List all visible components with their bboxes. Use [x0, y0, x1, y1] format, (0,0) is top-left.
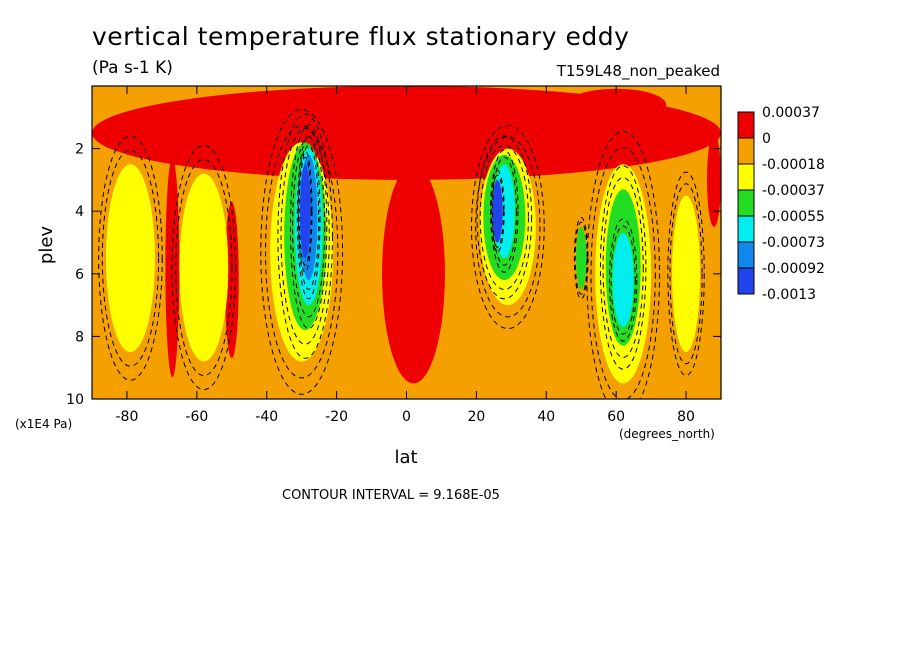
- colorbar-label-0: 0.00037: [762, 105, 820, 121]
- colorbar: 0.00037 0 -0.00018 -0.00037 -0.00055 -0.00073…: [737, 105, 825, 303]
- field-region-8: [672, 195, 701, 353]
- x-axis-label: lat: [394, 447, 417, 468]
- colorbar-swatch-1: [737, 137, 755, 165]
- field-region-14: [575, 226, 587, 290]
- x-tick-label-7: 60: [607, 409, 625, 425]
- contour-11-1: [586, 130, 660, 399]
- y-tick-label-2: 6: [75, 267, 84, 283]
- contour-14-1: [667, 171, 705, 377]
- contour-13-1: [609, 218, 638, 342]
- contour-11-0: [590, 147, 656, 399]
- field-region-20: [492, 179, 503, 243]
- top-band-2: [426, 94, 527, 115]
- top-band-0: [216, 92, 317, 117]
- colorbar-label-5: -0.00073: [762, 235, 825, 251]
- contour-7-0: [475, 136, 541, 318]
- colorbar-label-6: -0.00092: [762, 261, 825, 277]
- field-region-3: [382, 164, 445, 384]
- x-tick-label-3: -20: [325, 409, 348, 425]
- contour-6-0: [298, 156, 312, 266]
- contour-7-1: [470, 124, 545, 330]
- contour-layer: [98, 108, 705, 399]
- field-region-10: [179, 173, 229, 362]
- y-axis-label: plev: [36, 226, 57, 265]
- contour-15-0: [574, 221, 588, 295]
- contour-5-1: [296, 135, 321, 300]
- x-tick-label-6: 40: [537, 409, 555, 425]
- x-tick-label-4: 0: [402, 409, 411, 425]
- colorbar-swatch-0: [737, 111, 755, 139]
- field-region-17: [612, 233, 634, 328]
- contour-13-0: [610, 225, 636, 335]
- x-tick-label-5: 20: [467, 409, 485, 425]
- x-tick-label-2: -40: [255, 409, 278, 425]
- contour-15-1: [573, 216, 589, 300]
- colorbar-label-1: 0: [762, 131, 771, 147]
- colorbar-label-7: -0.0013: [762, 287, 816, 303]
- contour-2-1: [260, 108, 344, 395]
- contour-1-1: [171, 144, 237, 391]
- colorbar-swatch-6: [737, 267, 755, 295]
- y-axis: 2 4 6 8 10: [66, 142, 721, 408]
- field-region-4: [707, 132, 721, 227]
- contour-4-0: [292, 136, 326, 318]
- field-region-19: [299, 164, 311, 259]
- colorbar-swatch-2: [737, 163, 755, 191]
- y-tick-label-1: 4: [75, 204, 84, 220]
- top-band-3: [566, 88, 667, 121]
- contour-9-0: [491, 156, 517, 266]
- contour-0-1: [98, 135, 163, 381]
- top-band-1: [321, 86, 422, 123]
- contour-10-0: [490, 174, 504, 248]
- y-tick-label-4: 10: [66, 392, 84, 408]
- field-layer: [92, 86, 721, 399]
- colorbar-swatch-4: [737, 215, 755, 243]
- colorbar-label-2: -0.00018: [762, 157, 825, 173]
- x-axis: -80 -60 -40 -20 0 20 40 60 80: [116, 86, 695, 425]
- y-tick-label-0: 2: [75, 142, 84, 158]
- contour-3-0: [280, 127, 330, 345]
- contour-8-1: [476, 135, 533, 300]
- chart-title: vertical temperature flux stationary edd…: [92, 22, 630, 51]
- colorbar-swatch-5: [737, 241, 755, 269]
- colorbar-swatch-3: [737, 189, 755, 217]
- contour-12-1: [599, 165, 647, 370]
- contour-10-1: [490, 170, 505, 253]
- contour-0-0: [101, 149, 160, 367]
- contour-3-1: [277, 113, 333, 359]
- x-units-label: (degrees_north): [619, 427, 715, 441]
- y-tick-label-3: 8: [75, 329, 84, 345]
- contour-1-0: [175, 159, 233, 377]
- colorbar-label-4: -0.00055: [762, 209, 825, 225]
- contour-14-0: [669, 183, 703, 365]
- x-tick-label-8: 80: [677, 409, 695, 425]
- contour-interval-note: CONTOUR INTERVAL = 9.168E-05: [282, 488, 500, 503]
- contour-4-1: [289, 124, 328, 330]
- colorbar-label-3: -0.00037: [762, 183, 825, 199]
- x-tick-label-0: -80: [116, 409, 139, 425]
- units-label: (Pa s-1 K): [92, 58, 173, 78]
- field-region-9: [105, 164, 155, 353]
- y-units-label: (x1E4 Pa): [15, 417, 72, 431]
- x-tick-label-1: -60: [185, 409, 208, 425]
- contour-6-1: [297, 149, 313, 273]
- contour-2-0: [264, 125, 339, 379]
- contour-12-0: [602, 177, 644, 359]
- run-label: T159L48_non_peaked: [556, 62, 720, 80]
